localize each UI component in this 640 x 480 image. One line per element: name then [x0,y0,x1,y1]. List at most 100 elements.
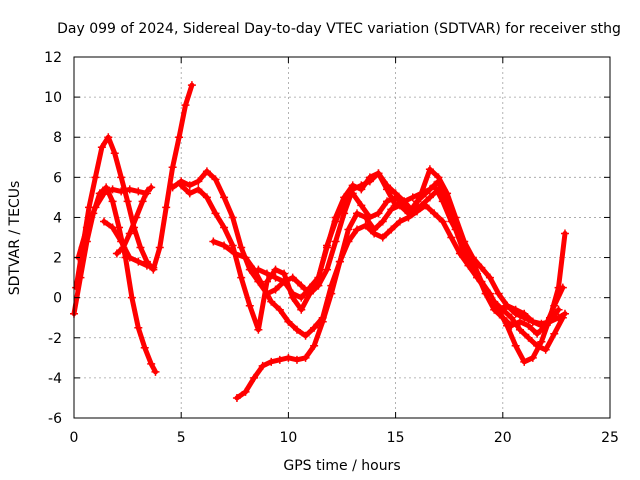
data-point-marker [400,197,409,206]
y-tick-label: 12 [44,50,62,66]
data-point-marker [425,185,434,194]
data-point-marker [112,249,121,258]
data-point-marker [391,201,400,210]
data-point-marker [245,301,254,310]
data-point-marker [353,209,362,218]
data-point-marker [108,185,117,194]
data-series [70,81,569,402]
data-point-marker [425,165,434,174]
data-point-marker [554,305,563,314]
x-tick-label: 5 [177,430,186,446]
data-point-marker [383,185,392,194]
x-tick-label: 20 [494,430,512,446]
data-point-marker [511,341,520,350]
y-axis-label: SDTVAR / TECUs [7,181,23,296]
series-track-i [232,181,567,402]
data-point-marker [353,225,362,234]
data-point-marker [142,187,151,196]
data-point-marker [211,175,220,184]
data-point-marker [537,321,546,330]
data-point-marker [292,325,301,334]
data-point-marker [232,393,241,402]
data-point-marker [331,237,340,246]
data-point-marker [185,189,194,198]
data-point-marker [560,229,569,238]
data-point-marker [275,355,284,364]
data-point-marker [468,257,477,266]
data-point-marker [541,345,550,354]
data-point-marker [297,293,306,302]
data-point-marker [267,357,276,366]
y-tick-label: -4 [48,371,62,387]
data-point-marker [322,241,331,250]
data-point-marker [425,193,434,202]
data-point-marker [280,277,289,286]
data-point-marker [494,305,503,314]
chart-title: Day 099 of 2024, Sidereal Day-to-day VTE… [57,21,621,37]
data-point-marker [395,217,404,226]
data-point-marker [237,273,246,282]
data-point-marker [241,387,250,396]
x-tick-label: 0 [70,430,79,446]
data-point-marker [365,177,374,186]
data-point-marker [361,213,370,222]
data-point-marker [134,187,143,196]
data-point-marker [511,305,520,314]
data-point-marker [284,317,293,326]
series-line [178,182,568,365]
data-point-marker [387,225,396,234]
data-point-marker [327,289,336,298]
x-tick-label: 15 [387,430,405,446]
data-point-marker [97,143,106,152]
data-point-marker [230,249,239,258]
data-point-marker [503,301,512,310]
data-point-marker [451,221,460,230]
data-point-marker [550,301,559,310]
data-point-marker [202,167,211,176]
data-point-marker [460,241,469,250]
axis-ticks: 0 5 10 15 20 25 -6 -4 -2 0 2 4 6 8 10 12 [44,50,619,446]
series-track-h [209,201,567,354]
data-point-marker [344,225,353,234]
data-point-marker [228,241,237,250]
data-point-marker [545,317,554,326]
grid-lines [74,57,610,418]
data-point-marker [560,309,569,318]
data-point-marker [361,221,370,230]
data-point-marker [357,201,366,210]
data-point-marker [125,185,134,194]
data-point-marker [288,293,297,302]
data-point-marker [413,207,422,216]
data-point-marker [117,173,126,182]
data-point-marker [374,169,383,178]
data-point-marker [417,189,426,198]
data-point-marker [477,277,486,286]
data-point-marker [348,185,357,194]
data-point-marker [132,213,141,222]
data-point-marker [254,325,263,334]
data-point-marker [430,209,439,218]
data-point-marker [301,353,310,362]
data-point-marker [297,305,306,314]
data-point-marker [194,185,203,194]
data-point-marker [318,317,327,326]
data-point-marker [168,183,177,192]
data-point-marker [155,243,164,252]
data-point-marker [297,281,306,290]
data-point-marker [271,265,280,274]
y-tick-label: 2 [53,251,62,267]
data-point-marker [447,233,456,242]
data-point-marker [117,187,126,196]
data-point-marker [211,209,220,218]
data-point-marker [370,225,379,234]
data-point-marker [228,213,237,222]
data-point-marker [82,223,91,232]
data-point-marker [142,261,151,270]
y-tick-label: 8 [53,130,62,146]
data-point-marker [168,163,177,172]
data-point-marker [383,197,392,206]
data-point-marker [220,193,229,202]
data-point-marker [220,241,229,250]
data-point-marker [507,313,516,322]
series-track-e [112,183,156,258]
